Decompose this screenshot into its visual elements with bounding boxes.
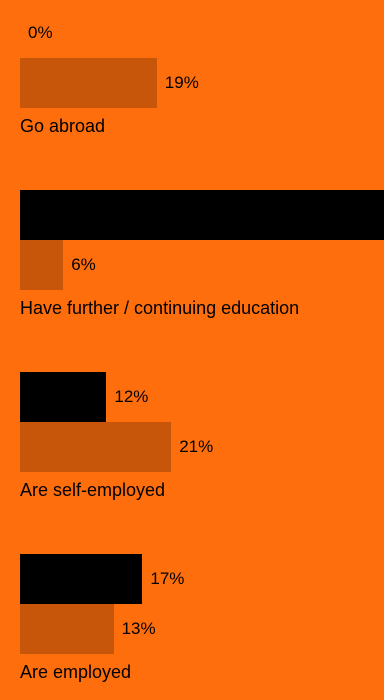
bar-group: 12% 21% Are self-employed [0, 372, 384, 522]
bar [20, 554, 143, 604]
data-label: 17% [150, 569, 185, 588]
data-label: 13% [121, 619, 156, 638]
category-label: Have further / continuing education [20, 298, 300, 318]
data-label: 0% [28, 23, 53, 42]
data-label: 21% [179, 437, 214, 456]
bar [20, 422, 172, 472]
category-label: Go abroad [20, 116, 106, 136]
category-label: Are employed [20, 662, 132, 682]
bar [20, 240, 64, 290]
bar [20, 190, 384, 240]
data-label: 6% [71, 255, 96, 274]
bar-group: 6% Have further / continuing education [0, 190, 384, 340]
bar-group: 17% 13% Are employed [0, 554, 384, 700]
bar [20, 58, 157, 108]
data-label: 12% [114, 387, 149, 406]
data-label: 19% [164, 73, 199, 92]
category-label: Are self-employed [20, 480, 166, 500]
bar [20, 604, 114, 654]
bar-group: 0% 19% Go abroad [0, 8, 384, 158]
bar [20, 372, 107, 422]
